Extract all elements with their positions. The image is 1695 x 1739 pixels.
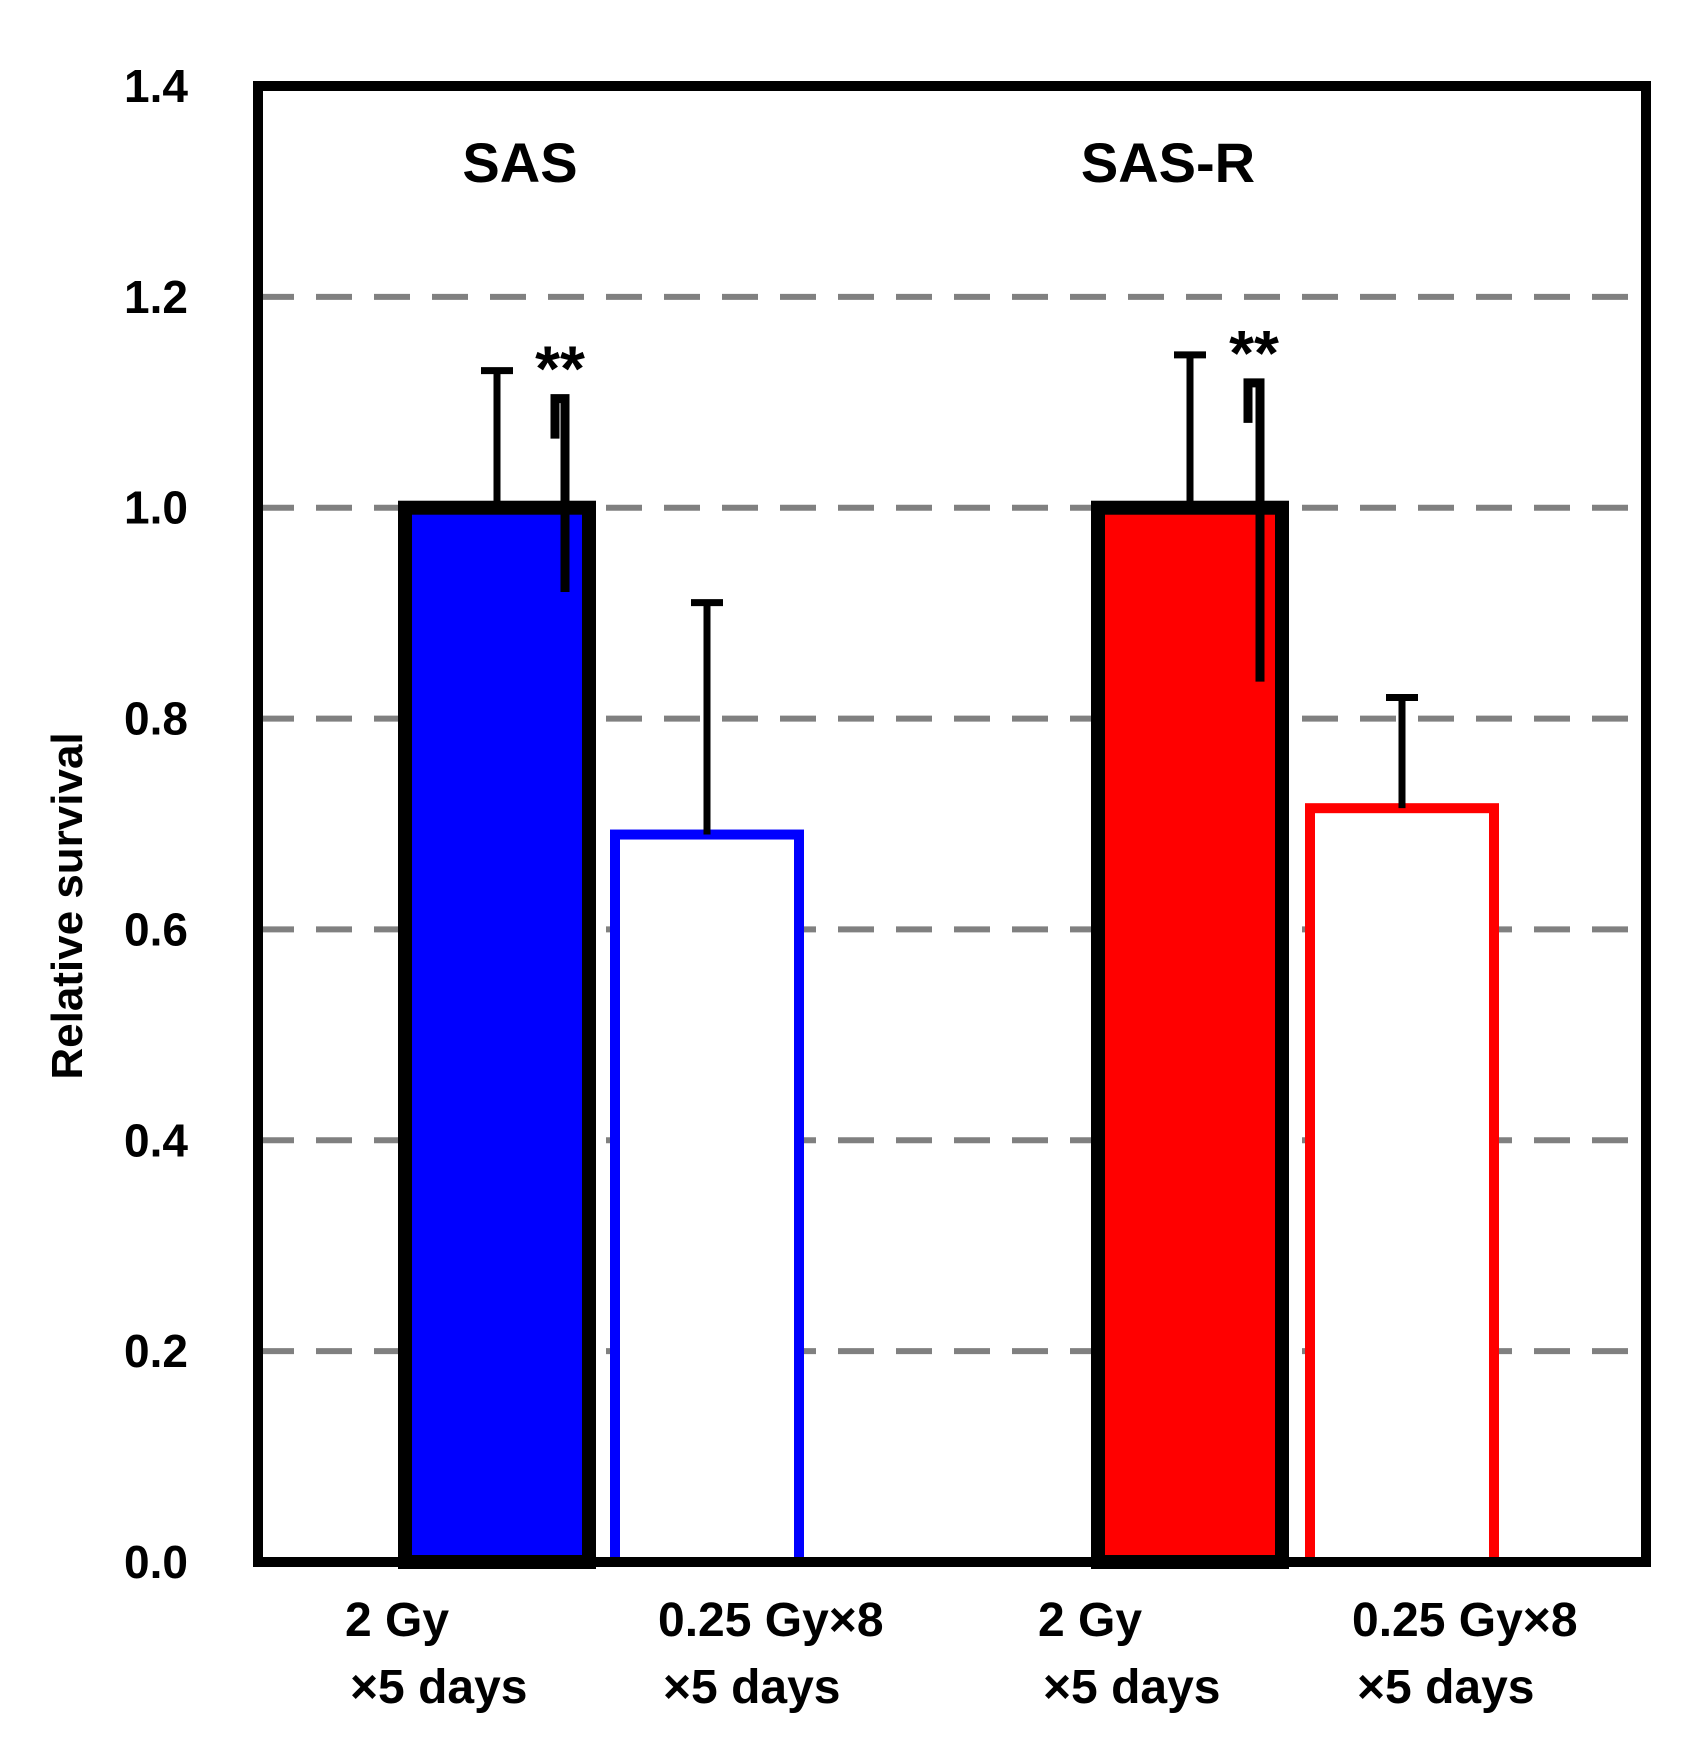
y-tick-label: 1.4 (124, 60, 188, 112)
y-tick-label: 1.2 (124, 271, 188, 323)
y-tick-label: 0.2 (124, 1325, 188, 1377)
bar-2-1 (1091, 500, 1289, 1570)
group-label: SAS (462, 131, 577, 194)
x-category-labels: 2 Gy ×5 days 0.25 Gy×8 ×5 days 2 Gy ×5 days 0.… (345, 1594, 1578, 1714)
bars: ** ** (398, 317, 1499, 1570)
y-tick-label: 1.0 (124, 482, 188, 534)
x-category-label: ×5 days (1043, 1661, 1220, 1714)
plot-border (253, 81, 1651, 1567)
x-category-label: 2 Gy (345, 1594, 449, 1647)
group-labels: SAS SAS-R (462, 131, 1255, 194)
x-category-label: ×5 days (663, 1661, 840, 1714)
y-tick-label: 0.8 (124, 693, 188, 745)
plot-frame (253, 81, 1651, 1567)
y-axis-label: Relative survival (43, 732, 92, 1079)
significance-bracket (1243, 378, 1265, 682)
y-tick-label: 0.6 (124, 903, 188, 955)
bar-1-2 (610, 829, 804, 1567)
y-tick-labels: 0.0 0.2 0.4 0.6 0.8 1.0 1.2 1.4 (124, 60, 188, 1588)
significance-bracket (550, 394, 570, 593)
x-category-label: 0.25 Gy×8 (1352, 1594, 1578, 1647)
y-tick-label: 0.0 (124, 1536, 188, 1588)
x-category-label: 2 Gy (1038, 1594, 1142, 1647)
y-tick-label: 0.4 (124, 1114, 188, 1166)
significance-marker: ** (535, 333, 585, 405)
x-category-label: 0.25 Gy×8 (658, 1594, 884, 1647)
bar-1-1 (398, 500, 596, 1570)
significance-marker: ** (1229, 317, 1279, 389)
bar-2-2 (1305, 803, 1499, 1567)
group-label: SAS-R (1081, 131, 1255, 194)
x-category-label: ×5 days (1357, 1661, 1534, 1714)
x-category-label: ×5 days (350, 1661, 527, 1714)
